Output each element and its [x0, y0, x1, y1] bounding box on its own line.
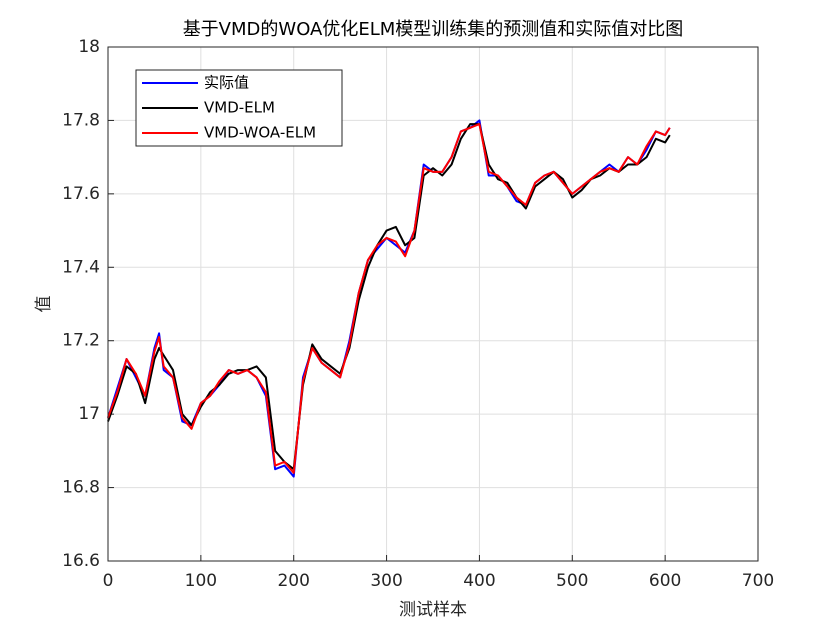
x-tick-label: 0 — [103, 571, 114, 591]
legend-label: VMD-WOA-ELM — [204, 124, 316, 142]
y-tick-label: 17 — [78, 404, 100, 424]
x-tick-label: 400 — [463, 571, 495, 591]
axes-box — [107, 46, 759, 562]
x-tick-label: 200 — [277, 571, 309, 591]
y-tick-label: 16.6 — [62, 551, 100, 571]
y-tick-label: 17.2 — [62, 331, 100, 351]
y-tick-label: 17.6 — [62, 184, 100, 204]
x-tick-label: 700 — [742, 571, 774, 591]
series-line — [107, 123, 671, 474]
x-tick-label: 300 — [370, 571, 402, 591]
x-tick-label: 600 — [649, 571, 681, 591]
y-tick-label: 17.4 — [62, 257, 100, 277]
legend-label: 实际值 — [204, 74, 249, 92]
x-tick-label: 100 — [185, 571, 217, 591]
y-tick-label: 17.8 — [62, 110, 100, 130]
y-tick-label: 18 — [78, 37, 100, 57]
chart-title: 基于VMD的WOA优化ELM模型训练集的预测值和实际值对比图 — [183, 19, 684, 40]
legend-label: VMD-ELM — [204, 99, 275, 117]
y-tick-label: 16.8 — [62, 478, 100, 498]
x-axis-label: 测试样本 — [399, 600, 467, 620]
x-tick-label: 500 — [556, 571, 588, 591]
y-axis-label: 值 — [34, 296, 54, 313]
